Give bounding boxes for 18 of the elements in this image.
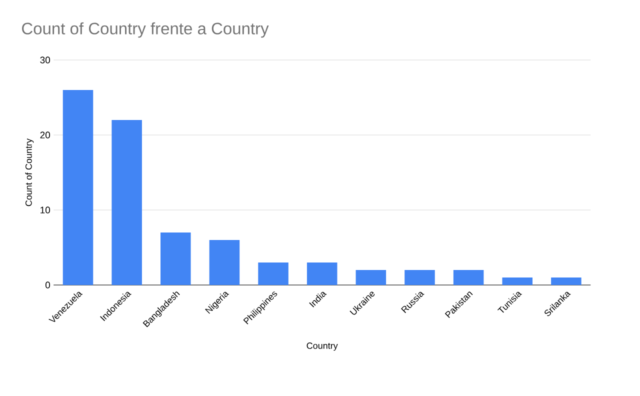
bar [453, 270, 484, 285]
y-tick-label: 10 [40, 206, 50, 214]
bar [112, 120, 142, 285]
y-tick-label: 20 [40, 132, 50, 138]
bar [209, 240, 240, 285]
y-tick-label: 30 [40, 56, 50, 64]
bar [502, 278, 533, 285]
chart-title: Count of Country frente a Country [22, 22, 269, 38]
bar [62, 90, 94, 285]
y-axis-title: Count of Country [25, 138, 34, 206]
bar [551, 278, 582, 285]
y-tick-label: 0 [45, 282, 50, 288]
bar [160, 232, 191, 285]
bar [258, 262, 288, 285]
x-axis-title: Country [306, 342, 338, 351]
bar [404, 270, 435, 285]
bar [356, 270, 386, 285]
bar [306, 262, 338, 285]
